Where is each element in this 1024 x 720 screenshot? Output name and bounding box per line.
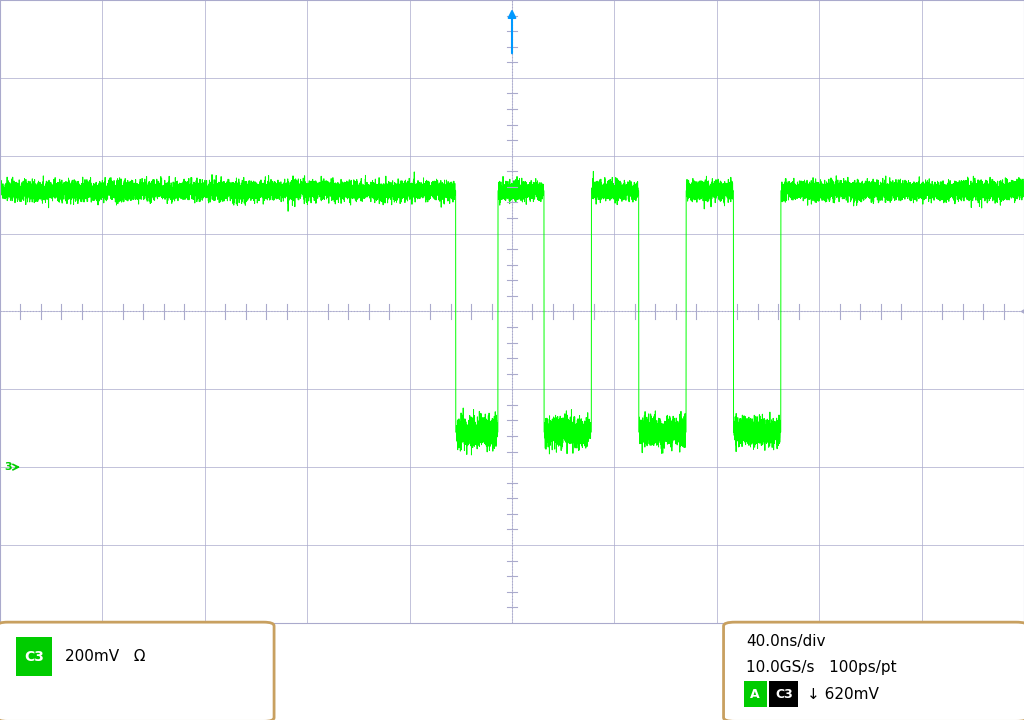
Text: 40.0ns/div: 40.0ns/div [746,634,826,649]
Text: ↓ 620mV: ↓ 620mV [807,687,879,702]
Text: 10.0GS/s   100ps/pt: 10.0GS/s 100ps/pt [746,660,897,675]
Text: 3: 3 [4,462,11,472]
FancyBboxPatch shape [724,622,1024,720]
Text: C3: C3 [24,649,44,664]
Bar [15,637,52,677]
FancyBboxPatch shape [0,622,274,720]
Text: C3: C3 [775,688,793,701]
Bar [743,681,767,707]
Text: A: A [751,688,760,701]
Text: 200mV   Ω: 200mV Ω [66,649,145,665]
Bar [769,681,798,707]
